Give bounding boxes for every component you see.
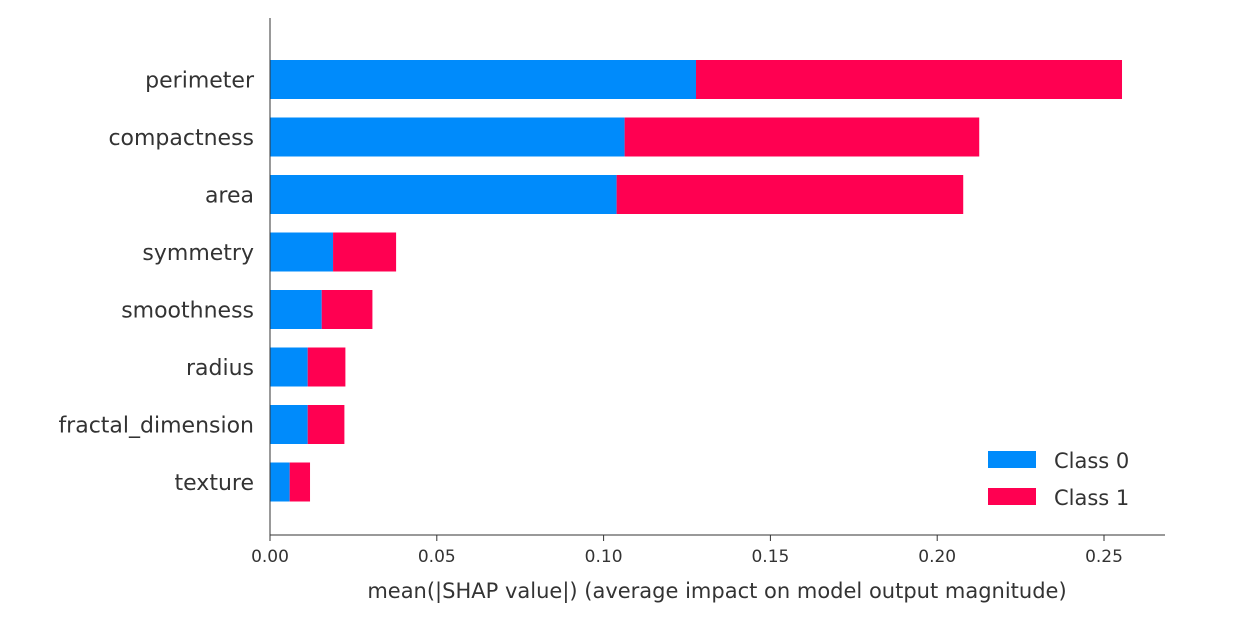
legend-swatch-class-0 bbox=[988, 451, 1036, 468]
bars-group bbox=[270, 60, 1123, 502]
bar-perimeter-class-1 bbox=[696, 60, 1123, 99]
x-axis-ticks: 0.00 0.05 0.10 0.15 0.20 0.25 bbox=[251, 535, 1123, 567]
x-tick-label: 0.25 bbox=[1085, 547, 1123, 567]
legend-label-class-1: Class 1 bbox=[1054, 486, 1129, 510]
bar-radius-class-1 bbox=[307, 347, 346, 387]
bar-perimeter-class-0 bbox=[270, 60, 697, 99]
x-tick-label: 0.10 bbox=[585, 547, 623, 567]
category-label: fractal_dimension bbox=[58, 414, 254, 439]
bar-compactness-class-1 bbox=[624, 117, 980, 157]
x-axis-title: mean(|SHAP value|) (average impact on mo… bbox=[367, 579, 1066, 604]
category-label: compactness bbox=[108, 126, 254, 151]
legend: Class 0 Class 1 bbox=[988, 449, 1129, 510]
x-tick-label: 0.20 bbox=[918, 547, 956, 567]
bar-area-class-0 bbox=[270, 175, 617, 214]
legend-swatch-class-1 bbox=[988, 488, 1036, 505]
bar-fractal-dimension-class-1 bbox=[307, 405, 345, 444]
legend-label-class-0: Class 0 bbox=[1054, 449, 1129, 473]
bar-smoothness-class-1 bbox=[321, 290, 373, 329]
bar-symmetry-class-0 bbox=[270, 232, 334, 272]
category-label: perimeter bbox=[145, 69, 255, 94]
bar-texture-class-1 bbox=[289, 462, 311, 502]
x-tick-label: 0.05 bbox=[418, 547, 456, 567]
bar-fractal-dimension-class-0 bbox=[270, 405, 308, 444]
x-tick-label: 0.00 bbox=[251, 547, 289, 567]
category-label: symmetry bbox=[142, 241, 254, 266]
bar-compactness-class-0 bbox=[270, 117, 625, 157]
bar-symmetry-class-1 bbox=[333, 232, 397, 272]
category-labels: perimeter compactness area symmetry smoothne… bbox=[58, 69, 255, 497]
bar-radius-class-0 bbox=[270, 347, 308, 387]
x-tick-label: 0.15 bbox=[751, 547, 789, 567]
category-label: texture bbox=[175, 471, 254, 496]
bar-smoothness-class-0 bbox=[270, 290, 322, 329]
category-label: radius bbox=[186, 356, 254, 381]
bar-area-class-1 bbox=[616, 175, 964, 214]
category-label: smoothness bbox=[121, 299, 254, 324]
bar-texture-class-0 bbox=[270, 462, 290, 502]
category-label: area bbox=[205, 184, 254, 209]
